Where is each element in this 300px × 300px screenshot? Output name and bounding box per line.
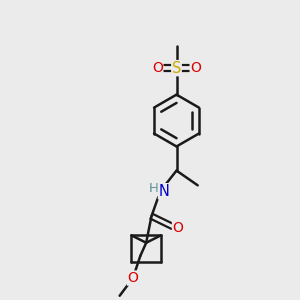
Text: O: O: [128, 271, 138, 285]
Text: O: O: [190, 61, 201, 75]
Text: O: O: [152, 61, 163, 75]
Text: S: S: [172, 61, 181, 76]
Text: H: H: [149, 182, 159, 195]
Text: N: N: [158, 184, 169, 199]
Text: O: O: [172, 221, 183, 235]
